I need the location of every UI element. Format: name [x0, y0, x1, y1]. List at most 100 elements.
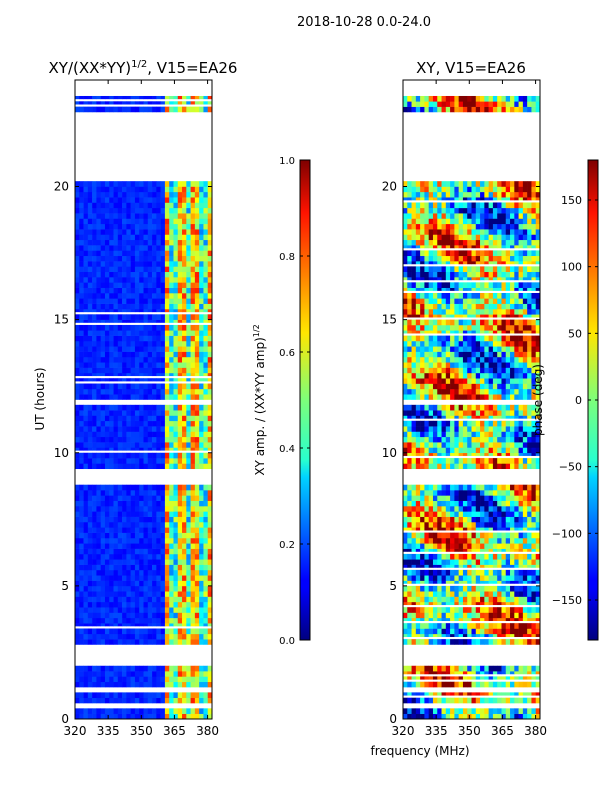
left-heatmap-cell — [190, 362, 196, 368]
left-heatmap-cell — [96, 404, 101, 411]
right-heatmap-cell — [505, 383, 511, 390]
left-heatmap-cell — [139, 335, 144, 342]
left-heatmap-cell — [169, 639, 174, 645]
left-heatmap-cell — [139, 548, 144, 555]
left-heatmap-cell — [164, 330, 170, 336]
right-heatmap-cell — [403, 383, 408, 390]
right-heatmap-cell — [480, 591, 485, 597]
right-heatmap-cell — [432, 580, 438, 584]
right-heatmap-cell — [510, 548, 515, 552]
right-heatmap-cell — [428, 537, 434, 544]
right-heatmap-cell — [415, 537, 421, 544]
left-heatmap-cell — [83, 95, 89, 100]
left-heatmap-cell — [75, 229, 80, 235]
right-heatmap-cell — [488, 665, 494, 672]
right-heatmap-cell — [428, 559, 434, 565]
right-heatmap-cell — [403, 564, 408, 568]
left-heatmap-cell — [203, 447, 209, 451]
right-heatmap-cell — [531, 633, 537, 637]
right-heatmap-cell — [407, 553, 412, 560]
left-heatmap-cell — [104, 271, 110, 278]
left-heatmap-cell — [160, 293, 166, 299]
left-heatmap-cell — [79, 633, 84, 640]
right-heatmap-cell — [480, 452, 485, 456]
left-heatmap-cell — [160, 511, 166, 517]
left-heatmap-cell — [113, 532, 119, 539]
left-heatmap-cell — [130, 500, 136, 507]
right-heatmap-cell — [514, 367, 519, 374]
left-heatmap-cell — [96, 681, 101, 688]
left-heatmap-cell — [126, 537, 131, 544]
right-heatmap-cell — [531, 697, 537, 704]
left-heatmap-cell — [96, 319, 101, 323]
left-heatmap-cell — [177, 287, 183, 294]
left-heatmap-cell — [147, 356, 153, 363]
right-heatmap-cell — [445, 420, 451, 427]
right-heatmap-cell — [484, 601, 489, 606]
right-heatmap-cell — [518, 415, 524, 419]
left-heatmap-cell — [139, 452, 144, 459]
left-heatmap-cell — [173, 708, 179, 714]
left-heatmap-cell — [100, 463, 106, 470]
left-heatmap-cell — [96, 197, 101, 203]
right-heatmap-cell — [450, 388, 455, 395]
left-heatmap-cell — [156, 426, 161, 432]
right-heatmap-cell — [441, 628, 447, 635]
left-heatmap-cell — [113, 250, 119, 257]
right-heatmap-cell — [467, 639, 472, 645]
right-heatmap-cell — [437, 628, 442, 635]
left-heatmap-cell — [169, 516, 174, 523]
left-heatmap-cell — [75, 319, 80, 323]
right-heatmap-cell — [445, 708, 451, 714]
left-heatmap-cell — [104, 713, 110, 720]
left-heatmap-cell — [203, 596, 209, 603]
right-heatmap-cell — [445, 356, 451, 363]
right-heatmap-cell — [522, 591, 528, 597]
right-heatmap-cell — [445, 458, 451, 464]
right-heatmap-cell — [462, 447, 468, 454]
left-heatmap-cell — [156, 372, 161, 377]
left-heatmap-cell — [122, 255, 127, 262]
left-heatmap-cell — [113, 665, 119, 672]
right-heatmap-cell — [437, 447, 442, 454]
left-heatmap-cell — [182, 303, 187, 310]
left-heatmap-cell — [143, 324, 149, 331]
right-heatmap-cell — [407, 569, 412, 576]
right-heatmap-cell — [458, 585, 464, 592]
right-heatmap-cell — [488, 639, 494, 645]
left-heatmap-cell — [177, 271, 183, 278]
left-heatmap-cell — [134, 420, 140, 427]
left-heatmap-cell — [143, 367, 149, 374]
right-heatmap-cell — [488, 676, 494, 680]
right-heatmap-cell — [497, 596, 502, 603]
left-heatmap-cell — [75, 532, 80, 539]
left-heatmap-cell — [83, 314, 89, 320]
right-heatmap-cell — [441, 372, 447, 379]
left-heatmap-cell — [139, 308, 144, 313]
left-heatmap-cell — [169, 239, 174, 246]
left-heatmap-cell — [182, 548, 187, 555]
left-heatmap-cell — [96, 697, 101, 704]
right-heatmap-cell — [454, 671, 459, 675]
left-heatmap-cell — [164, 335, 170, 342]
right-heatmap-cell — [510, 378, 515, 384]
right-heatmap-cell — [458, 527, 464, 531]
left-heatmap-cell — [199, 591, 204, 597]
left-heatmap-cell — [164, 229, 170, 235]
right-heatmap-cell — [484, 596, 489, 603]
left-heatmap-cell — [177, 506, 183, 512]
right-heatmap-cell — [514, 516, 519, 523]
left-heatmap-cell — [169, 346, 174, 352]
right-heatmap-cell — [488, 436, 494, 443]
right-heatmap-cell — [535, 404, 541, 411]
right-heatmap-cell — [531, 404, 537, 411]
left-heatmap-cell — [117, 234, 123, 241]
left-heatmap-cell — [164, 197, 170, 203]
left-heatmap-cell — [100, 671, 106, 677]
left-heatmap-cell — [152, 713, 157, 720]
left-heatmap-cell — [147, 521, 153, 528]
left-heatmap-cell — [96, 607, 101, 613]
left-heatmap-cell — [147, 229, 153, 235]
right-heatmap-cell — [510, 575, 515, 581]
left-heatmap-cell — [164, 213, 170, 219]
